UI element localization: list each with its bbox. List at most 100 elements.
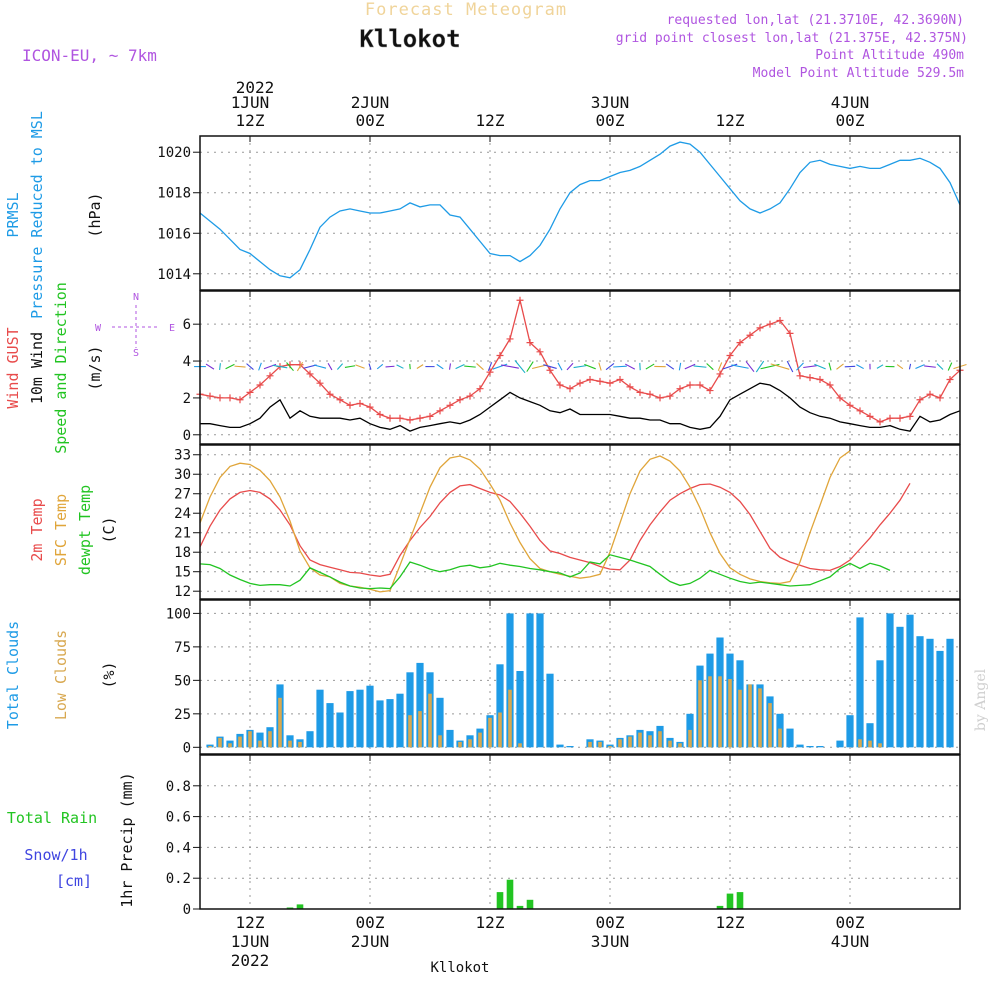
low-clouds-bar <box>628 736 632 748</box>
bottom-time-label: 00Z <box>596 913 625 932</box>
wind-arrow <box>605 362 615 371</box>
requested-coords: requested lon,lat (21.3710E, 42.3690N) <box>667 13 964 28</box>
wind-arrow <box>246 363 254 370</box>
total-rain-bar <box>726 893 734 909</box>
total-clouds-bar <box>566 746 574 748</box>
total-rain-bar <box>736 892 744 909</box>
gust-marker <box>406 416 414 424</box>
precip-label: [cm] <box>56 872 92 890</box>
total-clouds-bar <box>496 664 504 748</box>
bottom-time-label: 12Z <box>236 913 265 932</box>
y-tick-label: 25 <box>174 707 191 723</box>
top-time-label: 12Z <box>236 111 265 130</box>
y-tick-label: 33 <box>174 448 191 464</box>
pressure-label: (hPa) <box>86 192 104 237</box>
y-tick-label: 0.4 <box>166 840 191 856</box>
total-clouds-bar <box>836 740 844 748</box>
wind-arrow <box>706 363 714 371</box>
gust-marker <box>266 372 274 380</box>
y-tick-label: 100 <box>166 606 191 622</box>
low-clouds-bar <box>428 693 432 748</box>
low-clouds-bar <box>748 684 752 748</box>
y-tick-label: 27 <box>174 487 191 503</box>
y-tick-label: 4 <box>183 354 191 370</box>
gust-marker <box>766 320 774 328</box>
wind-arrow <box>915 364 925 370</box>
total-clouds-bar <box>326 703 334 748</box>
total-clouds-bar <box>556 744 564 748</box>
total-clouds-bar <box>876 660 884 748</box>
y-tick-label: 15 <box>174 565 191 581</box>
low-clouds-bar <box>758 688 762 748</box>
clouds-label: Total Clouds <box>4 621 22 729</box>
low-clouds-bar <box>438 735 442 748</box>
total-clouds-bar <box>896 626 904 748</box>
bottom-time-label: 00Z <box>356 913 385 932</box>
low-clouds-bar <box>268 731 272 748</box>
gust-marker <box>216 394 224 402</box>
low-clouds-bar <box>258 740 262 748</box>
gust-marker <box>366 403 374 411</box>
gust-marker <box>436 407 444 415</box>
wind-arrow <box>693 365 707 368</box>
wind-arrow <box>584 363 596 370</box>
y-tick-label: 75 <box>174 640 191 656</box>
total-clouds-bar <box>546 673 554 748</box>
gust-marker <box>656 394 664 402</box>
low-clouds-bar <box>458 741 462 748</box>
total-clouds-bar <box>516 671 524 748</box>
gust-marker <box>516 296 524 304</box>
low-clouds-bar <box>738 689 742 748</box>
low-clouds-bar <box>728 679 732 748</box>
grid-point-coords: grid point closest lon,lat (21.375E, 42.… <box>616 31 968 46</box>
gust-marker <box>426 412 434 420</box>
total-clouds-bar <box>316 689 324 748</box>
top-time-label: 00Z <box>356 111 385 130</box>
temperature-label: 2m Temp <box>28 498 46 561</box>
total-clouds-bar <box>526 613 534 748</box>
footer-location: Kllokot <box>430 960 489 976</box>
wind-arrow <box>722 363 738 370</box>
gust-marker <box>536 348 544 356</box>
low-clouds-bar <box>648 735 652 748</box>
y-tick-label: 1016 <box>157 226 191 242</box>
total-clouds-bar <box>376 700 384 748</box>
low-clouds-bar <box>288 740 292 748</box>
total-clouds-bar <box>606 744 614 748</box>
gust-marker <box>896 414 904 422</box>
precip-panel-frame <box>199 754 961 910</box>
low-clouds-bar <box>658 731 662 748</box>
dewpt-temp-line <box>199 554 891 590</box>
wind-arrow <box>731 364 749 369</box>
bottom-time-label: 3JUN <box>591 932 630 951</box>
wind-arrow <box>234 365 246 368</box>
gust-marker <box>596 377 604 385</box>
pressure-panel-frame <box>199 135 961 291</box>
gust-marker <box>526 339 534 347</box>
wind-arrow <box>355 364 365 369</box>
total-clouds-bar <box>926 638 934 748</box>
y-tick-label: 50 <box>174 673 191 689</box>
top-time-label: 12Z <box>716 111 745 130</box>
total-clouds-bar <box>816 746 824 748</box>
wind-arrow <box>836 363 844 370</box>
clouds-label: (%) <box>100 661 118 688</box>
total-clouds-bar <box>916 636 924 748</box>
gust-marker <box>786 329 794 337</box>
total-clouds-bar <box>446 729 454 748</box>
pressure-label: PRMSL <box>4 192 22 237</box>
gust-marker <box>676 385 684 393</box>
low-clouds-bar <box>248 731 252 748</box>
compass-n: N <box>133 292 139 303</box>
wind-arrow <box>492 363 508 370</box>
gust-marker <box>356 399 364 407</box>
y-tick-label: 6 <box>183 317 191 333</box>
low-clouds-bar <box>228 743 232 748</box>
gust-marker <box>936 394 944 402</box>
wind-arrow <box>336 363 344 370</box>
wind-arrow <box>876 364 884 369</box>
wind-arrow <box>448 363 452 370</box>
gust-marker <box>726 352 734 360</box>
total-clouds-bar <box>356 689 364 748</box>
total-clouds-bar <box>366 685 374 748</box>
